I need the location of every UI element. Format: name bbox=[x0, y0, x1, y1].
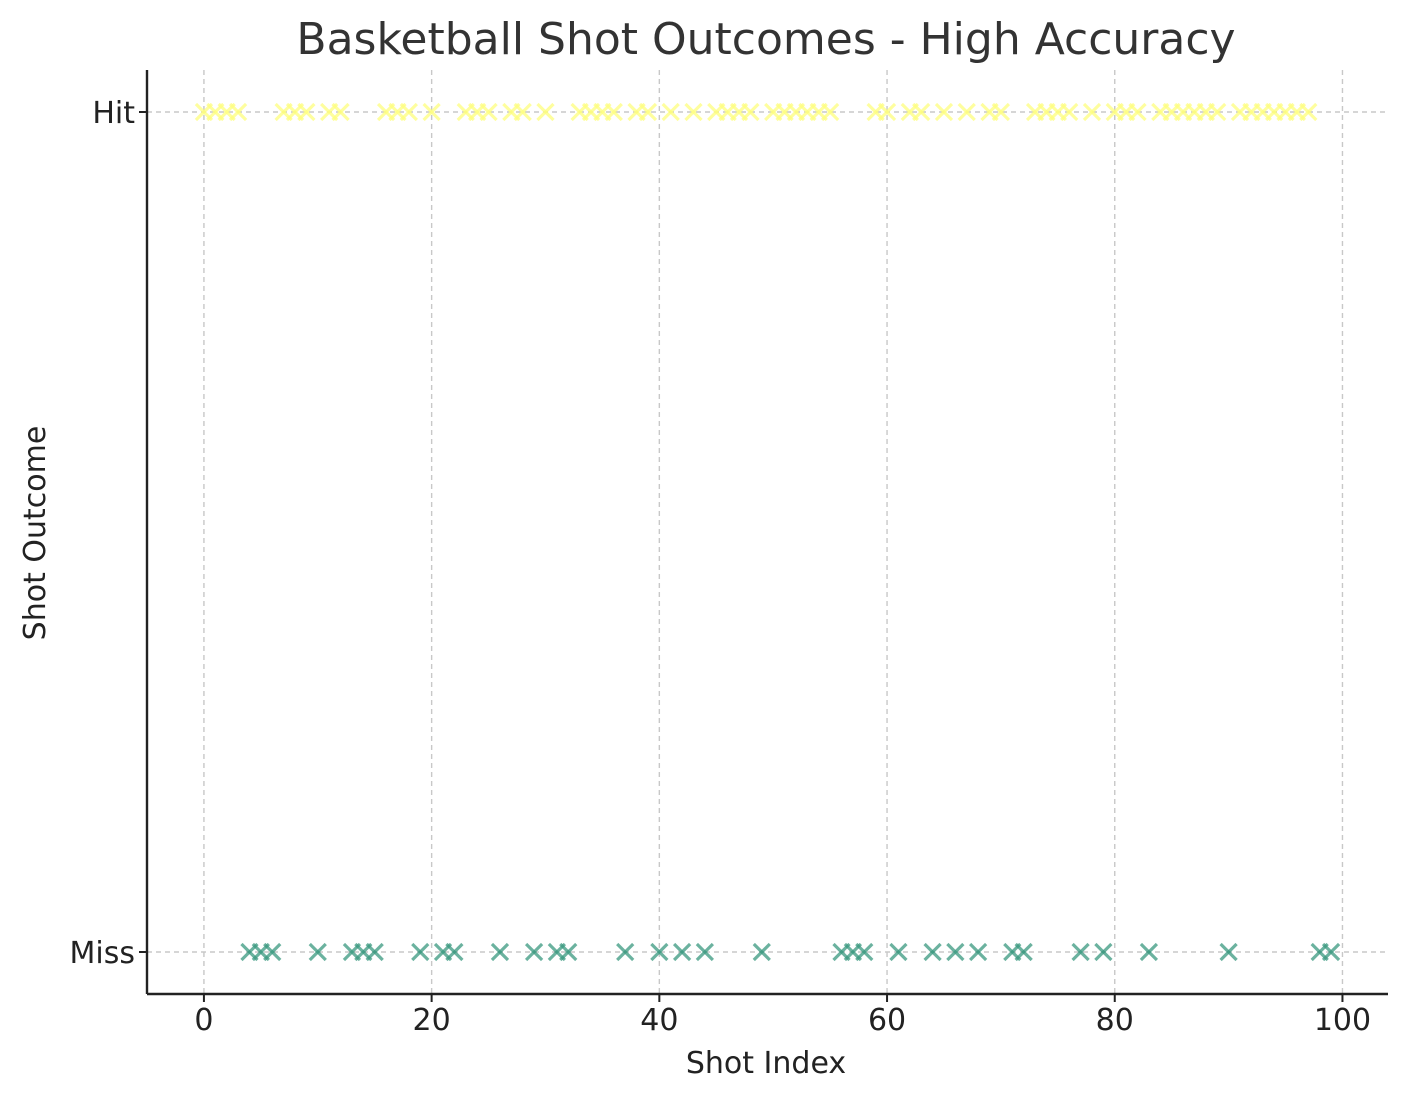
hit-point bbox=[604, 102, 623, 122]
hit-point bbox=[934, 102, 954, 122]
miss-point bbox=[365, 942, 384, 962]
miss-point bbox=[968, 942, 988, 962]
miss-point bbox=[672, 942, 692, 962]
hit-point bbox=[479, 102, 498, 122]
hit-point bbox=[957, 102, 976, 122]
chart-title: Basketball Shot Outcomes - High Accuracy bbox=[296, 14, 1235, 65]
miss-point bbox=[1321, 942, 1341, 962]
miss-point bbox=[524, 942, 544, 962]
axis-ticks: 0 20 40 60 80 100 Miss Hit bbox=[70, 96, 1372, 1038]
miss-point bbox=[1014, 942, 1033, 962]
hit-point bbox=[1082, 102, 1102, 122]
hit-point bbox=[331, 102, 350, 122]
hit-point bbox=[1208, 102, 1227, 122]
hit-point bbox=[991, 102, 1011, 122]
hit-point bbox=[912, 102, 931, 122]
hit-point bbox=[297, 102, 316, 122]
x-tick-label: 40 bbox=[640, 1003, 678, 1038]
miss-point bbox=[263, 942, 282, 962]
x-tick-label: 100 bbox=[1314, 1003, 1371, 1038]
hit-point bbox=[741, 102, 760, 122]
hit-point bbox=[536, 102, 555, 122]
hit-point bbox=[820, 102, 840, 122]
x-tick-label: 0 bbox=[194, 1003, 213, 1038]
miss-point bbox=[1139, 942, 1159, 962]
miss-point bbox=[1219, 942, 1238, 962]
miss-point bbox=[923, 942, 942, 962]
miss-point bbox=[559, 942, 578, 962]
miss-point bbox=[411, 942, 430, 962]
hit-point bbox=[422, 102, 441, 122]
y-tick-label: Hit bbox=[92, 96, 135, 131]
miss-point bbox=[445, 942, 464, 962]
hit-point bbox=[877, 102, 897, 122]
hit-point bbox=[399, 102, 418, 122]
miss-point bbox=[1071, 942, 1090, 962]
x-tick-label: 20 bbox=[413, 1003, 451, 1038]
hit-point bbox=[684, 102, 703, 122]
miss-point bbox=[889, 942, 908, 962]
y-axis-label: Shot Outcome bbox=[18, 426, 53, 641]
hit-point bbox=[228, 102, 248, 122]
hit-point bbox=[1128, 102, 1147, 122]
hit-point bbox=[1060, 102, 1079, 122]
miss-point bbox=[752, 942, 771, 962]
miss-point bbox=[1094, 942, 1113, 962]
x-tick-label: 80 bbox=[1096, 1003, 1134, 1038]
data-points bbox=[194, 102, 1341, 962]
miss-point bbox=[695, 942, 715, 962]
miss-point bbox=[616, 942, 635, 962]
x-tick-label: 60 bbox=[868, 1003, 906, 1038]
hit-point bbox=[638, 102, 658, 122]
x-axis-label: Shot Index bbox=[686, 1046, 846, 1081]
hit-point bbox=[513, 102, 532, 122]
y-tick-label: Miss bbox=[70, 936, 135, 971]
grid-lines bbox=[147, 70, 1388, 994]
hit-point bbox=[661, 102, 680, 122]
miss-point bbox=[650, 942, 669, 962]
hit-point bbox=[1299, 102, 1318, 122]
miss-point bbox=[946, 942, 965, 962]
miss-point bbox=[490, 942, 510, 962]
miss-point bbox=[308, 942, 327, 962]
miss-point bbox=[855, 942, 874, 962]
